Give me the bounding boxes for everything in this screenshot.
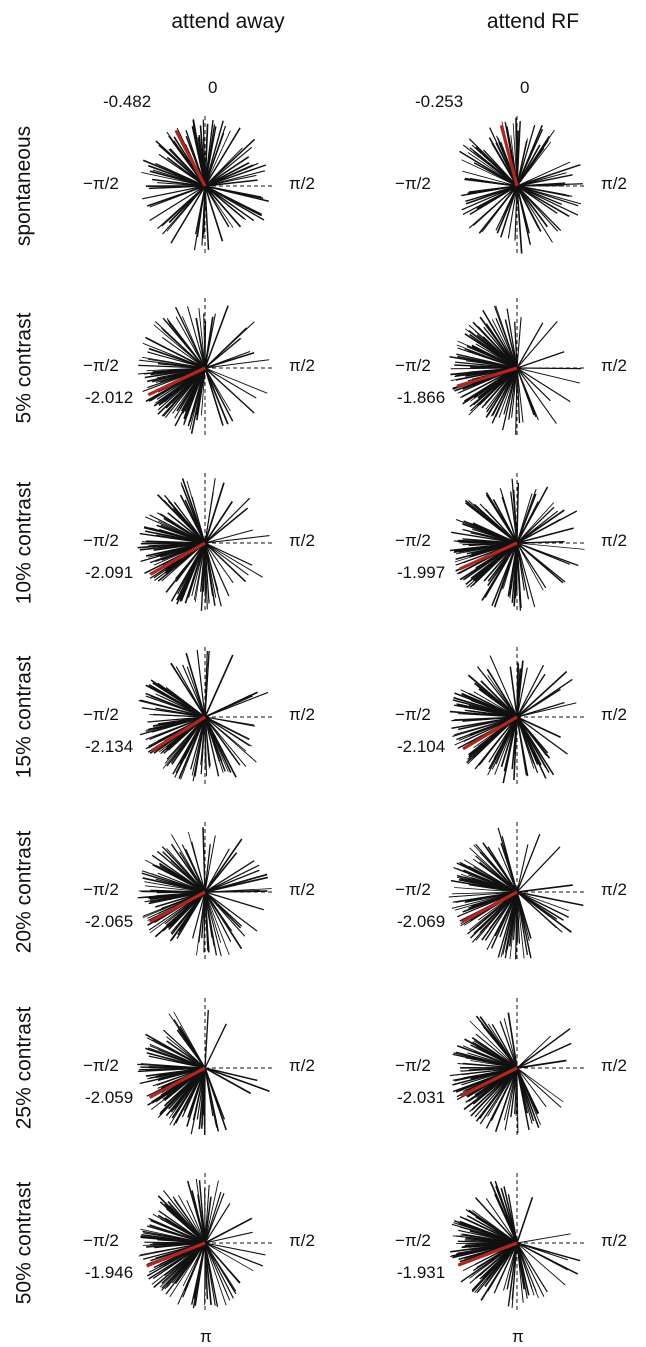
phase-line xyxy=(517,368,570,402)
phase-line xyxy=(517,703,576,717)
panel-5-0 xyxy=(137,998,275,1138)
angle-label-right: π/2 xyxy=(601,174,627,194)
phase-line xyxy=(205,543,263,577)
panel-0-1 xyxy=(460,116,588,256)
angle-label-left: −π/2 xyxy=(83,356,119,376)
phase-line xyxy=(205,360,269,368)
mean-value-label: -2.031 xyxy=(397,1088,445,1108)
mean-value-label: -0.482 xyxy=(103,92,151,112)
angle-label-right: π/2 xyxy=(289,174,315,194)
angle-label-left: −π/2 xyxy=(395,1231,431,1251)
mean-value-label: -1.946 xyxy=(85,1263,133,1283)
phase-line xyxy=(205,1010,208,1068)
phase-line xyxy=(205,1068,257,1080)
row-label-4: 20% contrast xyxy=(12,831,36,954)
panel-1-0 xyxy=(138,298,275,438)
phase-line xyxy=(517,834,540,892)
panel-3-0 xyxy=(139,647,275,787)
angle-label-right: π/2 xyxy=(601,1231,627,1251)
phase-line xyxy=(517,847,560,892)
phase-line xyxy=(517,323,543,368)
panel-4-0 xyxy=(138,822,275,962)
angle-label-left: −π/2 xyxy=(395,356,431,376)
angle-label-right: π/2 xyxy=(601,356,627,376)
phase-line xyxy=(517,1029,570,1068)
row-label-6: 50% contrast xyxy=(12,1182,36,1305)
phase-line xyxy=(205,368,228,424)
angle-label-top: 0 xyxy=(208,78,217,98)
angle-label-right: π/2 xyxy=(601,705,627,725)
row-label-0: spontaneous xyxy=(12,126,36,246)
angle-label-left: −π/2 xyxy=(83,1056,119,1076)
angle-label-left: −π/2 xyxy=(83,705,119,725)
angle-label-right: π/2 xyxy=(601,531,627,551)
row-label-1: 5% contrast xyxy=(12,313,36,424)
phase-line xyxy=(517,885,573,892)
mean-value-label: -2.059 xyxy=(85,1088,133,1108)
row-label-2: 10% contrast xyxy=(12,482,36,605)
mean-value-label: -2.134 xyxy=(85,737,133,757)
phase-line xyxy=(517,679,572,717)
phase-line xyxy=(205,317,213,368)
mean-value-label: -1.866 xyxy=(397,388,445,408)
angle-label-left: −π/2 xyxy=(395,174,431,194)
row-label-3: 15% contrast xyxy=(12,656,36,779)
panel-1-1 xyxy=(450,298,587,438)
angle-label-bottom: π xyxy=(512,1327,524,1347)
angle-label-right: π/2 xyxy=(289,880,315,900)
phase-line xyxy=(205,861,254,892)
phase-line xyxy=(205,536,270,543)
phase-line xyxy=(517,317,521,368)
phase-line xyxy=(205,368,230,411)
angle-label-left: −π/2 xyxy=(395,880,431,900)
phase-line xyxy=(517,368,550,401)
angle-label-right: π/2 xyxy=(601,1056,627,1076)
phase-line xyxy=(517,543,578,566)
angle-label-left: −π/2 xyxy=(395,1056,431,1076)
mean-value-label: -1.931 xyxy=(397,1263,445,1283)
mean-value-label: -2.104 xyxy=(397,737,445,757)
mean-value-label: -2.091 xyxy=(85,563,133,583)
mean-value-label: -2.069 xyxy=(397,912,445,932)
panel-6-1 xyxy=(450,1173,587,1313)
phase-line xyxy=(205,1068,269,1091)
mean-value-label: -2.012 xyxy=(85,388,133,408)
panel-4-1 xyxy=(449,822,587,962)
mean-value-label: -0.253 xyxy=(415,92,463,112)
angle-label-left: −π/2 xyxy=(83,1231,119,1251)
angle-label-left: −π/2 xyxy=(395,705,431,725)
panel-5-1 xyxy=(450,998,587,1138)
phase-line xyxy=(205,543,252,565)
phase-line xyxy=(205,1024,226,1068)
angle-label-left: −π/2 xyxy=(83,880,119,900)
angle-label-left: −π/2 xyxy=(83,174,119,194)
mean-value-label: -2.065 xyxy=(85,912,133,932)
phase-line xyxy=(205,1232,253,1243)
panel-0-0 xyxy=(141,116,275,256)
angle-label-right: π/2 xyxy=(289,1056,315,1076)
phase-line xyxy=(205,692,258,717)
angle-label-right: π/2 xyxy=(289,356,315,376)
phase-line xyxy=(205,508,248,543)
phase-line xyxy=(517,1197,532,1243)
angle-label-left: −π/2 xyxy=(395,531,431,551)
phase-line xyxy=(517,1234,571,1243)
mean-value-label: -1.997 xyxy=(397,563,445,583)
phase-line xyxy=(517,892,569,917)
panel-6-0 xyxy=(139,1173,275,1313)
angle-label-right: π/2 xyxy=(601,880,627,900)
angle-label-left: −π/2 xyxy=(83,531,119,551)
angle-label-right: π/2 xyxy=(289,531,315,551)
phase-line xyxy=(141,543,205,544)
row-label-5: 25% contrast xyxy=(12,1007,36,1130)
panel-3-1 xyxy=(450,647,587,787)
phase-line xyxy=(517,483,518,543)
angle-label-right: π/2 xyxy=(289,1231,315,1251)
angle-label-top: 0 xyxy=(520,78,529,98)
angle-label-right: π/2 xyxy=(289,705,315,725)
panel-2-1 xyxy=(450,473,587,613)
panel-2-0 xyxy=(138,473,275,613)
angle-label-bottom: π xyxy=(200,1327,212,1347)
